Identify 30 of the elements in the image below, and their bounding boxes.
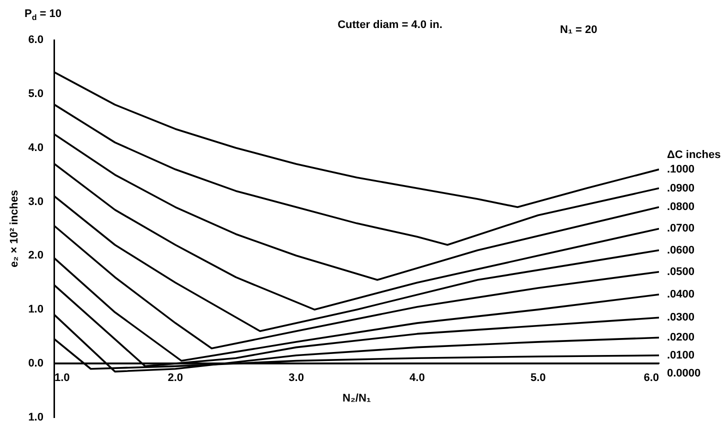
- x-tick-label: 5.0: [530, 372, 546, 384]
- series-label: .0800: [667, 201, 695, 214]
- y-tick-label: 1.0: [28, 304, 44, 316]
- x-tick-label: 1.0: [54, 372, 70, 384]
- legend-title: ΔC inches: [667, 149, 721, 162]
- x-tick-label: 2.0: [168, 372, 184, 384]
- series-label: .0700: [667, 222, 695, 235]
- series-label: .1000: [667, 163, 695, 176]
- series-label: .0600: [667, 244, 695, 256]
- series-label: .0900: [667, 182, 695, 194]
- chart-title: Cutter diam = 4.0 in.: [338, 19, 442, 32]
- x-axis-title: N₂/N₁: [342, 392, 372, 404]
- y-axis-title: e₂ × 10² inches: [8, 190, 21, 268]
- series-label: 0.0000: [667, 368, 701, 380]
- series-label: .0400: [667, 288, 695, 301]
- series-label: .0200: [667, 332, 695, 344]
- y-tick-label: 2.0: [28, 250, 44, 262]
- series-label: .0300: [667, 312, 695, 324]
- series-label: .0500: [667, 266, 695, 278]
- y-tick-label: 6.0: [28, 34, 44, 46]
- text: N₁ = 20: [560, 24, 598, 36]
- x-tick-label: 4.0: [410, 372, 425, 384]
- y-tick-label: 5.0: [28, 88, 44, 100]
- x-tick-label: 6.0: [644, 372, 659, 384]
- y-tick-label: 3.0: [28, 196, 44, 208]
- series-label: .0100: [667, 349, 695, 362]
- y-tick-label: 4.0: [28, 142, 44, 154]
- y-tick-label: 1.0: [28, 411, 44, 424]
- y-tick-label: 0.0: [28, 358, 44, 370]
- x-tick-label: 3.0: [288, 372, 304, 384]
